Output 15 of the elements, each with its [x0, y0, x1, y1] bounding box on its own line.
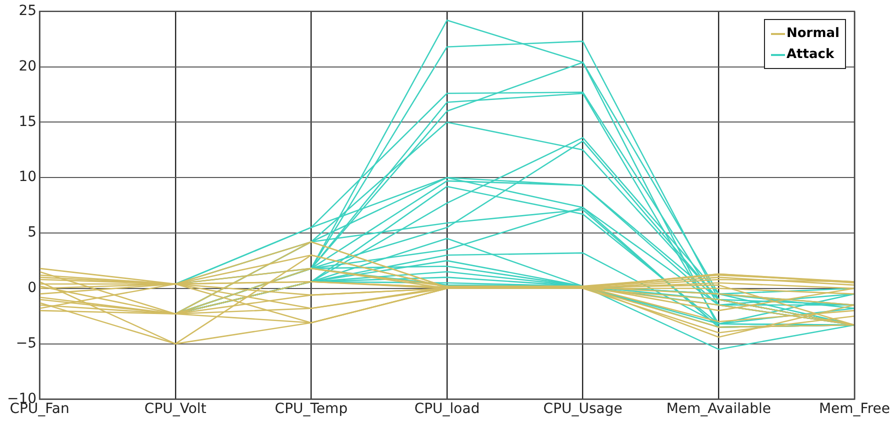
y-tick-label: 25: [18, 3, 37, 20]
y-tick-label: 5: [28, 224, 37, 241]
legend-label: Normal: [786, 26, 840, 42]
x-tick-label: Mem_Available: [666, 401, 772, 418]
y-tick-label: 20: [18, 58, 37, 74]
y-tick-label: −5: [16, 335, 37, 352]
x-tick-label: CPU_Temp: [274, 401, 348, 418]
y-tick-label: 15: [18, 114, 37, 130]
x-tick-label: CPU_Usage: [543, 401, 622, 418]
legend-label: Attack: [786, 47, 834, 62]
x-tick-label: Mem_Free: [818, 401, 890, 418]
x-tick-label: CPU_Volt: [144, 401, 207, 418]
x-tick-label: CPU_load: [414, 401, 480, 418]
y-tick-label: 0: [28, 280, 37, 296]
y-tick-label: 10: [18, 169, 37, 186]
